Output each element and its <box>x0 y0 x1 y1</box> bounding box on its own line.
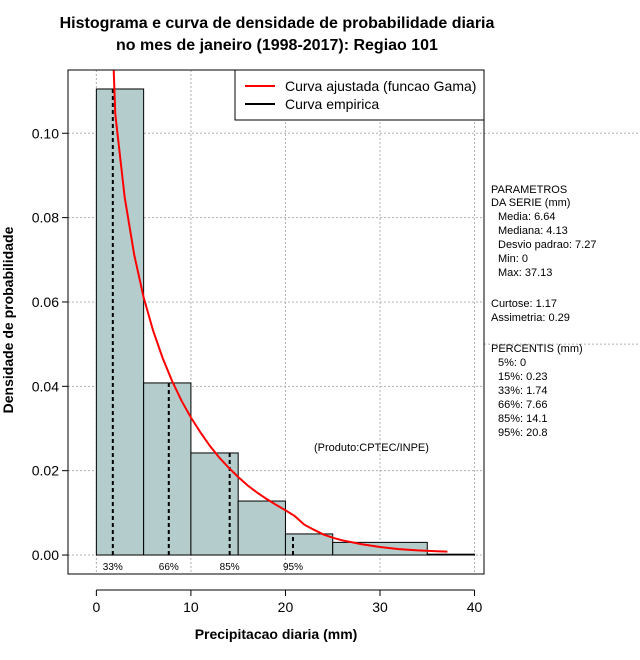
y-tick-label: 0.02 <box>32 463 59 479</box>
histogram-bar <box>190 452 239 556</box>
chart-title-line2: no mes de janeiro (1998-2017): Regiao 10… <box>116 37 438 54</box>
percentile-label: 66% <box>159 562 179 573</box>
percentile-layer: 33% 66% 85% 95% <box>103 88 303 573</box>
y-tick-label: 0.10 <box>32 125 59 141</box>
y-tick-label: 0.08 <box>32 210 59 226</box>
stats-panel: PARAMETROS DA SERIE (mm) Media: 6.64 Med… <box>491 184 596 439</box>
stat-mediana: Mediana: 4.13 <box>498 225 568 237</box>
chart-title-line1: Histograma e curva de densidade de proba… <box>60 15 495 32</box>
stats-header-2: DA SERIE (mm) <box>491 197 570 209</box>
percentil-85: 85%: 14.1 <box>498 413 548 425</box>
stats-header-1: PARAMETROS <box>491 184 567 196</box>
legend-box <box>234 69 485 121</box>
percentil-66: 66%: 7.66 <box>498 399 548 411</box>
percentil-5: 5%: 0 <box>498 357 526 369</box>
fitted-gamma-curve <box>112 69 448 553</box>
histogram-bar <box>143 382 192 556</box>
percentile-label: 33% <box>103 562 123 573</box>
percentile-label: 95% <box>283 562 303 573</box>
y-tick-label: 0.04 <box>32 378 59 394</box>
x-tick-label: 30 <box>372 599 388 615</box>
x-tick-label: 0 <box>92 599 100 615</box>
legend-fitted-label: Curva ajustada (funcao Gama) <box>285 78 476 94</box>
x-axis-label: Precipitacao diaria (mm) <box>195 626 358 642</box>
stat-curtose: Curtose: 1.17 <box>491 298 557 310</box>
legend-empirical-label: Curva empirica <box>285 96 379 112</box>
y-tick-label: 0.00 <box>32 547 59 563</box>
histogram-bar <box>426 553 476 556</box>
percentil-95: 95%: 20.8 <box>498 427 548 439</box>
x-tick-label: 40 <box>467 599 483 615</box>
stat-media: Media: 6.64 <box>498 211 555 223</box>
histogram-bar <box>237 500 286 556</box>
legend: Curva ajustada (funcao Gama) Curva empir… <box>234 69 485 121</box>
y-axis-label: Densidade de probabilidade <box>0 226 16 413</box>
stat-max: Max: 37.13 <box>498 267 552 279</box>
stat-min: Min: 0 <box>498 253 528 265</box>
x-tick-label: 20 <box>278 599 294 615</box>
percentil-33: 33%: 1.74 <box>498 385 548 397</box>
histogram-bar <box>95 88 145 556</box>
histogram-bar <box>332 541 428 556</box>
percentis-header: PERCENTIS (mm) <box>491 343 583 355</box>
y-tick-label: 0.06 <box>32 294 59 310</box>
source-annotation: (Produto:CPTEC/INPE) <box>314 442 429 454</box>
percentil-15: 15%: 0.23 <box>498 371 548 383</box>
stat-assimetria: Assimetria: 0.29 <box>491 312 570 324</box>
x-tick-label: 10 <box>183 599 199 615</box>
stat-desvio: Desvio padrao: 7.27 <box>498 239 596 251</box>
percentile-label: 85% <box>220 562 240 573</box>
